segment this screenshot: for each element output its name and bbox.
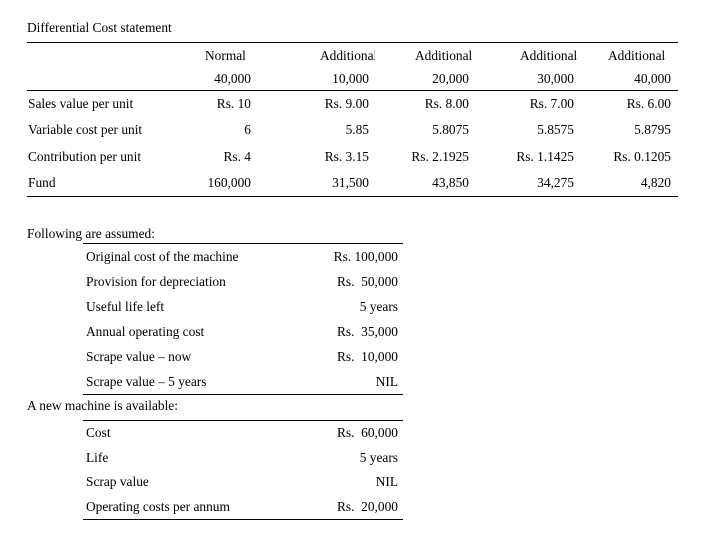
cell-value: 34,275 xyxy=(537,175,574,190)
cell-value: Rs. 1.1425 xyxy=(516,148,574,164)
unit-value: 40,000 xyxy=(185,68,275,91)
table-row: Life 5 years xyxy=(83,446,403,471)
row-label: Operating costs per annum xyxy=(86,498,230,514)
table-row: Original cost of the machine Rs. 100,000 xyxy=(83,244,403,270)
row-value: Rs. 50,000 xyxy=(336,273,398,289)
cell-value: 5.85 xyxy=(345,122,369,138)
cell-value: Rs. 2.1925 xyxy=(411,148,469,164)
column-header: Normal xyxy=(205,47,246,63)
table-row: Annual operating cost Rs. 35,000 xyxy=(83,319,403,344)
table-row: Variable cost per unit 6 5.85 5.8075 5.8… xyxy=(27,117,678,144)
table-row: Sales value per unit Rs. 10 Rs. 9.00 Rs.… xyxy=(27,91,678,118)
table-row: Scrape value – 5 years NIL xyxy=(83,369,403,395)
cell-value: 5.8795 xyxy=(634,122,671,138)
unit-value: 10,000 xyxy=(275,68,375,91)
row-label: Original cost of the machine xyxy=(86,248,239,264)
page-title: Differential Cost statement xyxy=(27,20,172,35)
column-header: Additional xyxy=(415,47,473,63)
row-value: NIL xyxy=(375,373,398,389)
assumptions-heading: Following are assumed: xyxy=(27,226,155,241)
table-row: 40,000 10,000 20,000 30,000 40,000 xyxy=(27,68,678,91)
row-label: Annual operating cost xyxy=(86,323,205,339)
row-label: Provision for depreciation xyxy=(86,273,226,289)
row-value: 5 years xyxy=(359,298,398,314)
unit-blank xyxy=(27,68,185,91)
cell-value: Rs. 6.00 xyxy=(626,96,671,111)
row-label: Fund xyxy=(28,175,56,190)
column-header-blank xyxy=(27,43,185,69)
cell-value: Rs. 4 xyxy=(223,148,251,164)
cell-value: 31,500 xyxy=(332,175,369,190)
new-machine-table: Cost Rs. 60,000 Life 5 years Scrap value… xyxy=(83,420,403,520)
row-value: NIL xyxy=(375,474,398,490)
row-label: Variable cost per unit xyxy=(28,122,143,138)
cell-value: Rs. 9.00 xyxy=(324,96,369,111)
cell-value: Rs. 0.1205 xyxy=(613,148,671,164)
table-row: Fund 160,000 31,500 43,850 34,275 4,820 xyxy=(27,170,678,197)
cell-value: 4,820 xyxy=(640,175,671,190)
column-header: Additional xyxy=(608,47,666,63)
row-value: 5 years xyxy=(359,449,398,465)
cell-value: Rs. 7.00 xyxy=(529,96,574,111)
table-row: Operating costs per annum Rs. 20,000 xyxy=(83,495,403,520)
row-label: Scrape value – now xyxy=(86,348,192,364)
unit-value: 30,000 xyxy=(475,68,580,91)
differential-cost-table: Normal Additional Additional Additional … xyxy=(27,42,678,197)
row-label: Useful life left xyxy=(86,298,165,314)
cell-value: 5.8075 xyxy=(432,122,469,138)
cell-value: Rs. 3.15 xyxy=(324,148,369,164)
cell-value: Rs. 8.00 xyxy=(424,96,469,111)
unit-value: 20,000 xyxy=(375,68,475,91)
table-row: Contribution per unit Rs. 4 Rs. 3.15 Rs.… xyxy=(27,144,678,171)
table-row: Cost Rs. 60,000 xyxy=(83,421,403,446)
table-row: Scrap value NIL xyxy=(83,470,403,495)
table-row: Normal Additional Additional Additional … xyxy=(27,43,678,69)
row-label: Cost xyxy=(86,425,111,441)
column-header: Additional xyxy=(320,47,375,63)
row-value: Rs. 10,000 xyxy=(336,348,398,364)
row-value: Rs. 35,000 xyxy=(336,323,398,339)
row-label: Scrap value xyxy=(86,474,149,490)
unit-value: 40,000 xyxy=(580,68,678,91)
row-value: Rs. 100,000 xyxy=(333,248,398,264)
column-header: Additional xyxy=(520,47,578,63)
table-row: Useful life left 5 years xyxy=(83,294,403,319)
cell-value: 160,000 xyxy=(207,175,251,190)
cell-value: 5.8575 xyxy=(537,122,574,138)
row-label: Life xyxy=(86,449,109,465)
cell-value: Rs. 10 xyxy=(216,96,251,111)
row-label: Contribution per unit xyxy=(28,148,142,164)
row-label: Sales value per unit xyxy=(28,96,134,111)
cell-value: 43,850 xyxy=(432,175,469,190)
row-label: Scrape value – 5 years xyxy=(86,373,207,389)
row-value: Rs. 20,000 xyxy=(336,498,398,514)
cell-value: 6 xyxy=(244,122,251,138)
table-row: Scrape value – now Rs. 10,000 xyxy=(83,344,403,369)
new-machine-heading: A new machine is available: xyxy=(27,398,178,413)
assumptions-table: Original cost of the machine Rs. 100,000… xyxy=(83,243,403,395)
row-value: Rs. 60,000 xyxy=(336,425,398,441)
table-row: Provision for depreciation Rs. 50,000 xyxy=(83,269,403,294)
